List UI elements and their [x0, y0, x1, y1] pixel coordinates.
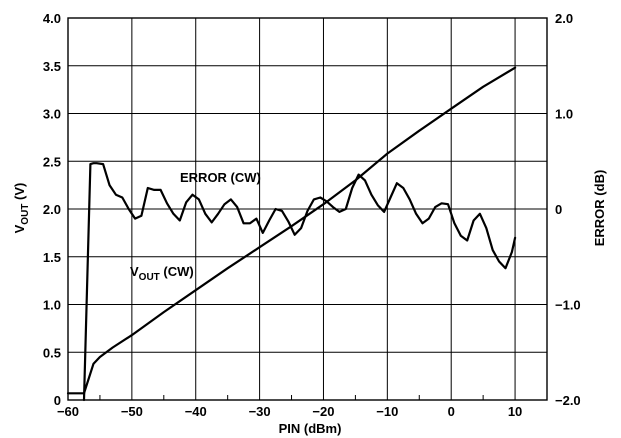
left-tick-label: 3.5: [43, 59, 61, 74]
left-tick-label: 0: [54, 393, 61, 408]
left-axis-title-sub: OUT: [20, 204, 31, 225]
series-layer: [66, 66, 517, 402]
right-tick-label: 0: [555, 202, 562, 217]
left-axis-ticks: 0 0.5 1.0 1.5 2.0 2.5 3.0 3.5 4.0: [43, 11, 61, 408]
left-tick-label: 3.0: [43, 107, 61, 122]
x-axis-ticks: −60 −50 −40 −30 −20 −10 0 10: [57, 404, 522, 419]
vout-label-main: V: [130, 264, 139, 279]
left-tick-label: 4.0: [43, 11, 61, 26]
vout-label-sub: OUT: [139, 272, 160, 283]
x-tick-label: −10: [376, 404, 398, 419]
right-axis-title: ERROR (dB): [592, 170, 607, 247]
left-tick-label: 1.0: [43, 298, 61, 313]
right-axis-ticks: 2.0 1.0 0 −1.0 −2.0: [555, 11, 581, 408]
left-tick-label: 0.5: [43, 345, 61, 360]
right-tick-label: −2.0: [555, 393, 581, 408]
left-axis-title-main: V: [12, 224, 27, 233]
left-axis-title: VOUT (V): [12, 183, 31, 234]
x-tick-label: −40: [185, 404, 207, 419]
error-series-line: [82, 162, 517, 402]
error-series-label: ERROR (CW): [180, 170, 261, 185]
vout-series-line: [66, 66, 517, 395]
right-tick-label: 2.0: [555, 11, 573, 26]
x-tick-label: 0: [448, 404, 455, 419]
left-tick-label: 1.5: [43, 250, 61, 265]
left-axis-title-unit: (V): [12, 183, 27, 204]
left-tick-label: 2.5: [43, 154, 61, 169]
x-axis-title: PIN (dBm): [279, 421, 342, 436]
x-tick-label: −20: [312, 404, 334, 419]
x-tick-label: −30: [249, 404, 271, 419]
plot-frame: [67, 17, 548, 401]
right-tick-label: 1.0: [555, 107, 573, 122]
right-tick-label: −1.0: [555, 298, 581, 313]
x-tick-label: 10: [508, 404, 522, 419]
x-tick-label: −60: [57, 404, 79, 419]
vout-series-label: VOUT (CW): [130, 264, 194, 283]
vout-label-rest: (CW): [160, 264, 194, 279]
x-tick-label: −50: [121, 404, 143, 419]
left-tick-label: 2.0: [43, 202, 61, 217]
